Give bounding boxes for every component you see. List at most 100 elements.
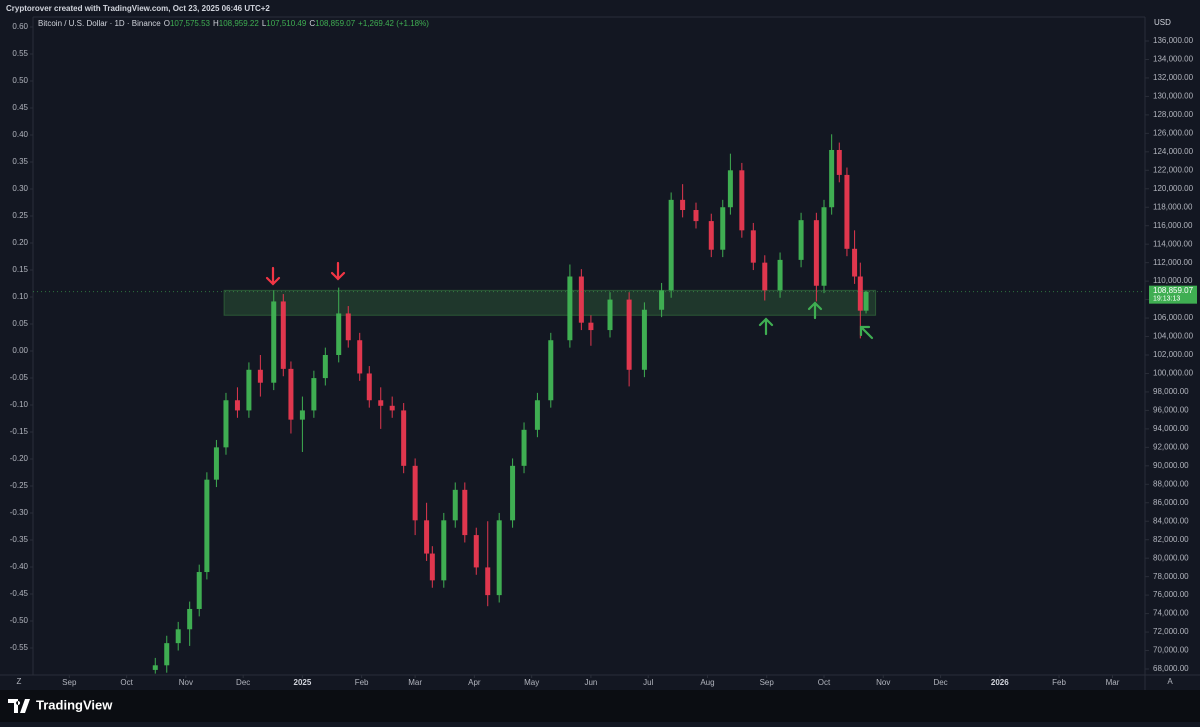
y-tick-label: 118,000.00 [1153,202,1193,211]
corner-label[interactable]: Z [17,677,22,686]
x-tick-label: Dec [236,678,250,687]
candles-layer [152,134,869,674]
candle-body [680,199,686,211]
y2-tick-label: -0.05 [10,373,29,382]
y2-tick-label: 0.15 [12,265,28,274]
brand-name: TradingView [36,697,113,712]
currency: USD [1154,18,1171,27]
y2-tick-label: 0.55 [12,49,28,58]
y-tick-label: 116,000.00 [1153,221,1193,230]
candle-body [196,572,202,609]
legend-item: C [309,19,315,28]
candle-body [626,299,632,370]
candle-body [777,259,783,291]
candle-body [424,520,430,554]
candle-body [271,301,277,383]
y2-tick-label: -0.55 [10,643,29,652]
last-price-label: 108,859.07 [1153,286,1194,295]
y2-tick-label: -0.25 [10,481,29,490]
y-tick-label: 124,000.00 [1153,147,1194,156]
x-tick-label: Jul [643,678,653,687]
candle-body [389,405,395,411]
y-tick-label: 130,000.00 [1153,92,1194,101]
candle-body [187,608,193,630]
candle-body [152,665,158,670]
candle-body [739,170,745,231]
x-tick-label: Dec [933,678,947,687]
y2-tick-label: -0.15 [10,427,29,436]
candle-body [164,643,170,666]
candle-body [175,629,181,644]
candle-body [429,553,435,581]
candle-body [366,373,372,401]
candle-body [548,340,554,401]
y-tick-label: 136,000.00 [1153,36,1194,45]
y-tick-label: 92,000.00 [1153,442,1189,451]
candle-body [234,400,240,411]
candle-body [659,290,665,310]
candle-body [485,567,491,596]
candle-body [641,309,647,370]
candle-body [534,400,540,430]
candle-body [578,276,584,323]
candle-body [708,221,714,250]
y-tick-label: 68,000.00 [1153,664,1189,673]
candle-body [836,149,842,175]
y-tick-label: 88,000.00 [1153,479,1189,488]
y-tick-label: 102,000.00 [1153,350,1194,359]
y2-tick-label: 0.00 [12,346,28,355]
y2-tick-label: -0.20 [10,454,29,463]
candle-body [345,313,351,341]
zone-layer [223,289,877,316]
y-tick-label: 110,000.00 [1153,276,1193,285]
x-tick-label: Oct [818,678,831,687]
x-tick-label: Sep [62,678,77,687]
x-tick-label: Feb [1052,678,1066,687]
y-tick-label: 72,000.00 [1153,627,1189,636]
brand-logo [8,699,30,713]
legend-item: +1,269.42 (+1.18%) [358,19,429,28]
candle-body [588,322,594,331]
y-tick-label: 84,000.00 [1153,516,1189,525]
legend-item: 107,510.49 [266,19,307,28]
candle-body [844,174,850,249]
candle-body [246,369,252,411]
y2-tick-label: 0.30 [12,184,28,193]
countdown: 19:13:13 [1153,296,1180,303]
candle-body [857,276,863,311]
y2-tick-label: -0.35 [10,535,29,544]
x-tick-label: Mar [408,678,422,687]
down-arrow [265,261,346,286]
candle-body [299,410,305,420]
y2-tick-label: 0.25 [12,211,28,220]
legend-item: Bitcoin / U.S. Dollar · 1D · Binance [38,19,161,28]
corner-label[interactable]: A [1167,677,1173,686]
y-tick-label: 96,000.00 [1153,406,1189,415]
x-tick-label: Mar [1106,678,1120,687]
candle-body [223,400,229,448]
y2-tick-label: 0.20 [12,238,28,247]
up-arrow [758,301,874,340]
candle-body [510,465,516,521]
x-tick-label: Oct [120,678,133,687]
y2-tick-label: 0.40 [12,130,28,139]
candle-body [496,520,502,596]
candle-body [473,535,479,568]
candle-body [401,410,407,466]
y-tick-label: 134,000.00 [1153,55,1194,64]
y-tick-label: 122,000.00 [1153,165,1194,174]
candle-body [567,276,573,341]
candle-body [693,210,699,222]
y-tick-label: 100,000.00 [1153,369,1194,378]
y2-tick-label: -0.30 [10,508,29,517]
candle-body [813,220,819,286]
legend-item: 107,575.53 [170,19,211,28]
last-price-box [1149,285,1197,304]
y-tick-label: 106,000.00 [1153,313,1194,322]
candle-body [521,429,527,466]
legend-item: H [213,19,219,28]
support-zone [223,289,877,316]
candle-body [322,355,328,379]
y-tick-label: 76,000.00 [1153,590,1189,599]
